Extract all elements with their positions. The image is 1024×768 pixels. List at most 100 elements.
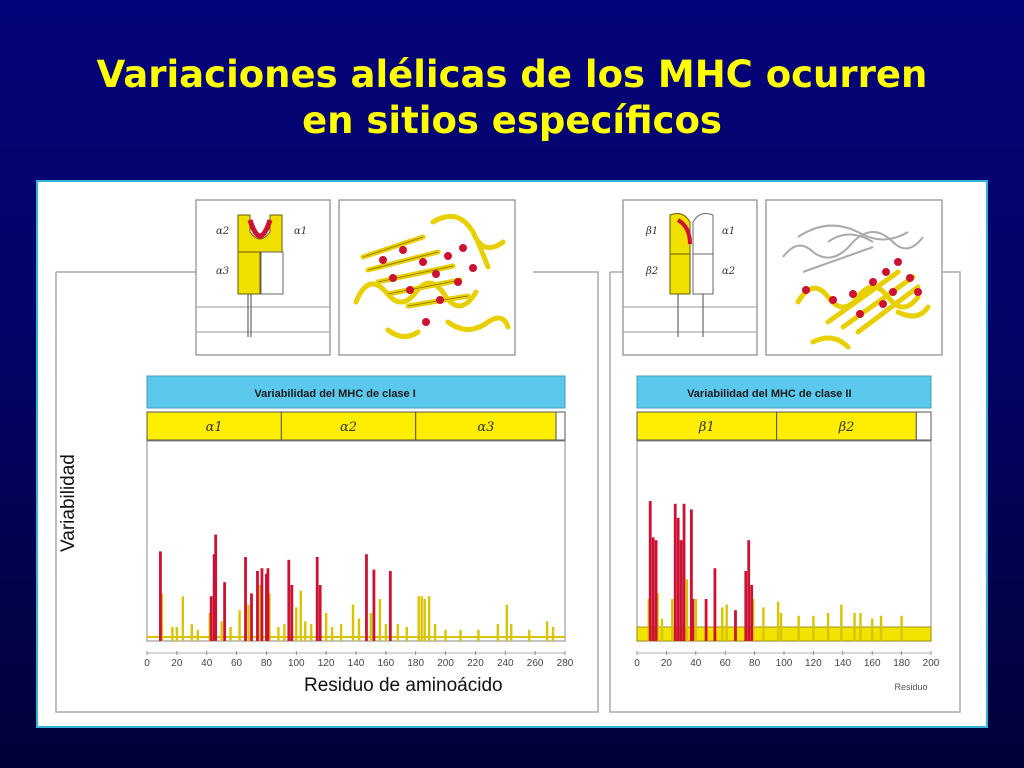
yellow-bar <box>433 624 437 641</box>
x-tick-label: 220 <box>467 658 484 669</box>
class2-label-a1: α1 <box>722 226 735 237</box>
yellow-bar <box>840 604 843 641</box>
yellow-bar <box>357 618 361 641</box>
x-tick-label: 240 <box>497 658 514 669</box>
yellow-bar <box>181 596 185 641</box>
x-tick-label: 260 <box>527 658 544 669</box>
class2-structure-image <box>765 199 943 356</box>
x-tick-label: 200 <box>923 658 940 669</box>
red-bar <box>365 554 368 641</box>
domain-tail <box>915 411 932 441</box>
red-bar <box>209 596 213 641</box>
yellow-bar <box>268 593 271 641</box>
yellow-bar <box>324 613 328 641</box>
yellow-bar <box>853 613 856 641</box>
yellow-bar <box>826 613 830 641</box>
x-tick-label: 80 <box>749 658 761 669</box>
red-bar <box>388 571 392 641</box>
yellow-bar <box>900 615 903 641</box>
x-axis-label: Residuo de aminoácido <box>304 675 503 696</box>
yellow-bar <box>369 613 373 641</box>
class1-label-a2: α2 <box>216 226 229 237</box>
yellow-bar <box>545 621 549 641</box>
yellow-bar <box>779 613 783 641</box>
red-bar <box>750 585 754 641</box>
yellow-bar <box>459 629 462 641</box>
red-bar <box>250 593 253 641</box>
red-bar <box>265 573 268 641</box>
yellow-bar <box>175 627 179 641</box>
x-tick-label: 120 <box>318 658 335 669</box>
red-bar <box>648 501 652 641</box>
yellow-bar <box>339 624 343 641</box>
yellow-bar <box>417 596 420 641</box>
yellow-bar <box>725 604 728 641</box>
x-tick-label: 100 <box>776 658 793 669</box>
class2-label-b1: β1 <box>645 226 658 237</box>
yellow-bar <box>859 613 862 641</box>
yellow-bar <box>477 629 480 641</box>
x-tick-label: 40 <box>690 658 702 669</box>
domain-label: β1 <box>698 420 715 435</box>
figure-panel: α2 α1 α3 <box>36 180 988 728</box>
red-bar <box>691 599 695 641</box>
yellow-bar <box>505 604 508 641</box>
title-line-2: en sitios específicos <box>302 99 722 142</box>
yellow-bar <box>299 590 302 641</box>
yellow-bar <box>812 615 815 641</box>
red-bar <box>744 571 748 641</box>
yellow-bar <box>551 627 555 641</box>
yellow-bar <box>762 607 765 641</box>
class1-domain-schematic: α2 α1 α3 <box>195 199 331 356</box>
yellow-bar <box>330 627 334 641</box>
red-bar <box>290 585 294 641</box>
yellow-bar <box>496 624 500 641</box>
red-bar <box>159 551 162 641</box>
chart-header-bar <box>146 375 566 409</box>
yellow-bar <box>190 624 193 641</box>
title-line-1: Variaciones alélicas de los MHC ocurren <box>96 53 928 96</box>
class1-variability-chart: Variabilidad del MHC de clase I α1 α2 α3 0 20… <box>144 375 574 669</box>
yellow-bar <box>196 629 199 641</box>
slide-title: Variaciones alélicas de los MHC ocurren … <box>0 52 1024 144</box>
chart-x-label: Residuo <box>894 682 927 692</box>
class2-domain-schematic: β1 α1 β2 α2 <box>622 199 758 356</box>
red-bar <box>676 517 680 641</box>
red-bar <box>713 568 717 641</box>
red-bar <box>315 557 319 641</box>
class1-label-a3: α3 <box>216 266 229 277</box>
chart-header-text: Variabilidad del MHC de clase II <box>687 388 851 400</box>
x-tick-label: 60 <box>231 658 243 669</box>
yellow-bar <box>776 601 780 641</box>
red-bar <box>287 559 291 641</box>
yellow-bar <box>751 599 755 641</box>
yellow-bar <box>277 627 280 641</box>
x-tick-label: 160 <box>378 658 395 669</box>
class1-label-a1: α1 <box>294 226 307 237</box>
domain-segment <box>415 411 557 441</box>
yellow-bar <box>510 624 513 641</box>
red-bar <box>682 503 686 641</box>
class1-frame <box>55 271 599 713</box>
yellow-bar <box>405 627 408 641</box>
yellow-bar <box>171 627 174 641</box>
yellow-bar <box>229 627 232 641</box>
red-bar <box>679 540 683 641</box>
red-bar <box>244 557 247 641</box>
yellow-bar <box>671 599 674 641</box>
red-bar <box>372 569 376 641</box>
x-tick-label: 180 <box>893 658 910 669</box>
class2-label-a2: α2 <box>722 266 735 277</box>
yellow-bar <box>384 624 388 641</box>
yellow-bar <box>259 585 262 641</box>
x-tick-label: 20 <box>171 658 183 669</box>
yellow-bar <box>283 624 286 641</box>
domain-segment <box>636 411 778 441</box>
x-tick-label: 120 <box>805 658 822 669</box>
yellow-bar <box>208 613 211 641</box>
yellow-bar <box>721 607 724 641</box>
yellow-bar <box>694 599 697 641</box>
x-tick-label: 60 <box>720 658 732 669</box>
red-bar <box>654 540 658 641</box>
yellow-bar <box>378 599 382 641</box>
